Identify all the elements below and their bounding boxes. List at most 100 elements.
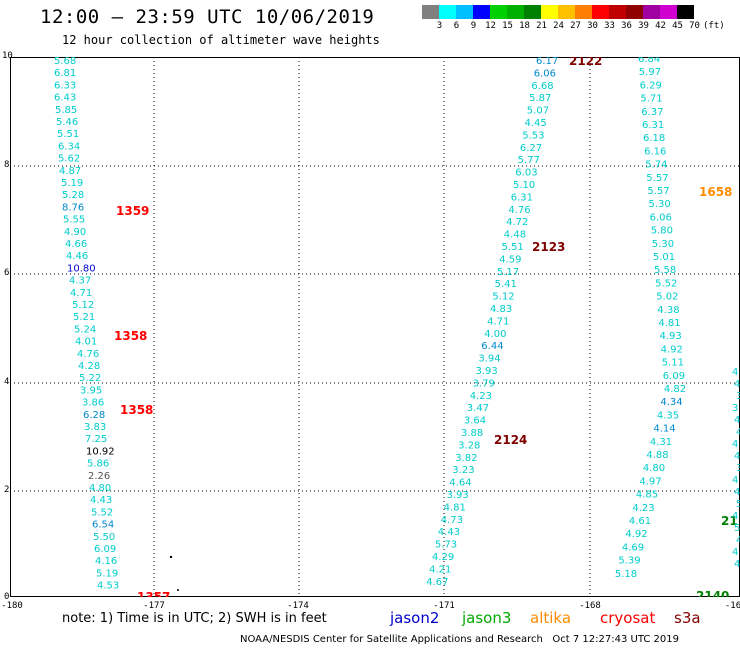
legend-label: 3	[436, 21, 443, 31]
track-b-value: 4.00	[484, 329, 506, 340]
track-c-value: 4.69	[622, 542, 644, 553]
track-c-value: 4.35	[657, 410, 679, 421]
track-c-time-label: 2140	[696, 589, 729, 597]
track-a-value: 5.51	[57, 129, 79, 140]
track-c-value: 5.74	[645, 160, 667, 171]
legend-label: 30	[587, 21, 598, 31]
track-a-value: 8.76	[62, 202, 84, 213]
track-b-value: 5.41	[495, 279, 517, 290]
legend-label: 24	[553, 21, 564, 31]
legend-swatch	[558, 5, 575, 19]
track-a-value: 5.50	[93, 532, 115, 543]
track-c-value: 4.23	[632, 503, 654, 514]
track-b-value: 3.88	[461, 428, 483, 439]
legend-swatch	[439, 5, 456, 19]
track-c-value: 4.61	[629, 516, 651, 527]
track-a-value: 4.43	[90, 495, 112, 506]
legend-label: 18	[519, 21, 530, 31]
track-c-value: 4.88	[646, 450, 668, 461]
track-a-value: 3.95	[80, 385, 102, 396]
legend-swatch	[473, 5, 490, 19]
track-b-value: 5.77	[518, 155, 540, 166]
right-edge-value: 5	[736, 499, 740, 510]
track-a-value: 4.80	[89, 483, 111, 494]
legend-label: (ft)	[703, 21, 725, 31]
track-a-value: 6.81	[54, 68, 76, 79]
track-c-value: 5.57	[647, 186, 669, 197]
track-c-value: 5.18	[615, 569, 637, 580]
track-b-value: 4.59	[499, 254, 521, 265]
track-c-value: 6.84	[638, 57, 660, 65]
right-edge-value: 4	[736, 427, 740, 438]
track-c-value: 6.31	[642, 120, 664, 131]
right-edge-value: 5	[734, 523, 740, 534]
right-edge-value: 4	[732, 547, 738, 558]
legend-label: 33	[604, 21, 615, 31]
track-c-value: 4.81	[658, 318, 680, 329]
track-a-value: 7.25	[85, 434, 107, 445]
track-a-value: 4.46	[66, 251, 88, 262]
satellite-jason2: jason2	[390, 609, 440, 627]
track-a-value: 6.09	[94, 544, 116, 555]
legend-label: 39	[638, 21, 649, 31]
track-c-value: 6.09	[663, 371, 685, 382]
track-b-value: 4.76	[508, 205, 530, 216]
track-b-value: 3.23	[452, 465, 474, 476]
right-edge-value: 4	[734, 415, 740, 426]
track-b-value: 5.51	[502, 242, 524, 253]
track-a-value: 4.76	[77, 349, 99, 360]
legend-label: 9	[470, 21, 477, 31]
legend-swatch	[609, 5, 626, 19]
track-c-value: 6.06	[650, 212, 672, 223]
track-c-value: 5.71	[640, 94, 662, 105]
track-c-value: 4.93	[660, 331, 682, 342]
right-edge-value: 4	[736, 535, 740, 546]
right-edge-value: 4	[734, 559, 740, 570]
track-b-value: 4.71	[487, 316, 509, 327]
track-c-value: 4.92	[661, 344, 683, 355]
track-a-value: 4.90	[64, 227, 86, 238]
track-b-value: 4.67	[426, 577, 448, 588]
track-a-value: 4.01	[75, 337, 97, 348]
track-b-value: 3.47	[467, 403, 489, 414]
satellite-cryosat: cryosat	[600, 609, 656, 627]
right-edge-value: 4	[734, 451, 740, 462]
track-a-value: 6.28	[83, 410, 105, 421]
legend-swatch	[660, 5, 677, 19]
footer-note: note: 1) Time is in UTC; 2) SWH is in fe…	[62, 611, 327, 626]
track-c-value: 4.31	[650, 437, 672, 448]
track-a-marker	[177, 589, 179, 591]
track-a-value: 2.26	[88, 471, 110, 482]
track-b-value: 3.64	[464, 416, 486, 427]
track-a-value: 5.24	[74, 324, 96, 335]
y-tick-4: 4	[4, 377, 10, 387]
y-tick-0: 0	[4, 592, 10, 602]
legend-swatch	[490, 5, 507, 19]
track-a-value: 6.54	[92, 520, 114, 531]
track-b-value: 5.73	[435, 540, 457, 551]
track-b-value: 6.17	[536, 57, 558, 67]
track-b-time-label: 2123	[532, 240, 565, 254]
track-a-value: 5.55	[63, 215, 85, 226]
track-b-value: 4.64	[449, 478, 471, 489]
right-edge-value: 4	[734, 487, 740, 498]
track-b-value: 4.72	[506, 217, 528, 228]
track-b-value: 4.45	[525, 118, 547, 129]
track-b-value: 3.93	[476, 366, 498, 377]
track-b-value: 6.44	[481, 341, 503, 352]
track-c-value: 5.39	[618, 556, 640, 567]
right-edge-value: 4	[732, 475, 738, 486]
track-a-value: 10.92	[86, 446, 115, 457]
satellite-s3a: s3a	[674, 609, 701, 627]
track-c-value: 4.34	[660, 397, 682, 408]
track-b-value: 5.07	[527, 106, 549, 117]
right-edge-value: 4	[732, 511, 738, 522]
legend-label: 36	[621, 21, 632, 31]
map-title: 12:00 — 23:59 UTC 10/06/2019	[40, 6, 375, 28]
track-a-value: 6.34	[58, 141, 80, 152]
track-b-value: 5.87	[529, 93, 551, 104]
track-a-value: 4.16	[95, 556, 117, 567]
color-legend-labels: 3 6 9 12 15 18 21 24 27 30 33 36 39 42 45 70 (ft)	[422, 21, 740, 33]
track-a-value: 10.80	[67, 263, 96, 274]
track-b-value: 4.43	[438, 527, 460, 538]
